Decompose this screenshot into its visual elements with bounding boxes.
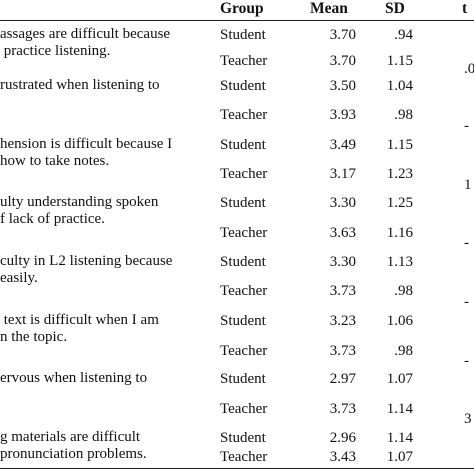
t-cell: 3 [464, 411, 472, 427]
group-cell: Student [220, 195, 266, 211]
sd-cell: 1.14 [386, 401, 413, 417]
group-cell: Student [220, 313, 266, 329]
mean-cell: 3.73 [329, 343, 356, 359]
header-sd: SD [385, 0, 405, 17]
mean-cell: 3.49 [329, 137, 356, 153]
mean-cell: 3.70 [329, 53, 356, 69]
sd-cell: .94 [394, 27, 413, 43]
item-text-line: pronunciation problems. [0, 446, 147, 462]
item-text-line: practice listening. [0, 43, 111, 59]
mean-cell: 3.30 [329, 195, 356, 211]
item-text-line: g materials are difficult [0, 429, 141, 445]
item-text-line: n the topic. [0, 329, 68, 345]
sd-cell: 1.15 [386, 53, 413, 69]
item-text-line: assages are difficult because [0, 26, 171, 42]
item-text-line: ulty understanding spoken [0, 194, 159, 210]
sd-cell: 1.04 [386, 78, 413, 94]
item-text-line: culty in L2 listening because [0, 253, 173, 269]
group-cell: Teacher [220, 225, 268, 241]
mean-cell: 3.93 [329, 107, 356, 123]
group-cell: Teacher [220, 166, 268, 182]
mean-cell: 2.96 [329, 430, 356, 446]
mean-cell: 3.63 [329, 225, 356, 241]
t-cell: 1 [464, 177, 472, 193]
sd-cell: 1.06 [386, 313, 413, 329]
sd-cell: 1.23 [386, 166, 413, 182]
mean-cell: 2.97 [329, 371, 356, 387]
t-cell: - [464, 235, 469, 251]
group-cell: Student [220, 430, 266, 446]
t-cell: .0 [464, 61, 474, 77]
t-cell: - [464, 118, 469, 134]
group-cell: Teacher [220, 107, 268, 123]
group-cell: Teacher [220, 401, 268, 417]
group-cell: Student [220, 137, 266, 153]
mean-cell: 3.70 [329, 27, 356, 43]
t-cell: - [464, 353, 469, 369]
header-group: Group [220, 0, 264, 17]
header-mean: Mean [310, 0, 348, 17]
item-text-line: easily. [0, 270, 38, 286]
bottom-rule [0, 468, 474, 469]
sd-cell: 1.15 [386, 137, 413, 153]
mean-cell: 3.43 [329, 449, 356, 465]
group-cell: Teacher [220, 53, 268, 69]
mean-cell: 3.17 [329, 166, 356, 182]
mean-cell: 3.23 [329, 313, 356, 329]
mean-cell: 3.50 [329, 78, 356, 94]
group-cell: Student [220, 254, 266, 270]
mean-cell: 3.73 [329, 401, 356, 417]
sd-cell: 1.16 [386, 225, 413, 241]
sd-cell: 1.07 [386, 449, 413, 465]
group-cell: Student [220, 78, 266, 94]
group-cell: Student [220, 371, 266, 387]
sd-cell: 1.07 [386, 371, 413, 387]
item-text-line: hension is difficult because I [0, 136, 173, 152]
item-text-line: ervous when listening to [0, 370, 148, 386]
t-cell: - [464, 294, 469, 310]
item-text-line: text is difficult when I am [0, 312, 159, 328]
group-cell: Teacher [220, 343, 268, 359]
group-cell: Teacher [220, 449, 268, 465]
item-text-line: how to take notes. [0, 153, 110, 169]
mean-cell: 3.73 [329, 283, 356, 299]
sd-cell: .98 [394, 283, 413, 299]
sd-cell: 1.14 [386, 430, 413, 446]
sd-cell: 1.25 [386, 195, 413, 211]
header-t: t [462, 0, 468, 17]
item-text-line: f lack of practice. [0, 211, 105, 227]
header-rule [0, 20, 474, 21]
group-cell: Student [220, 27, 266, 43]
item-text-line: rustrated when listening to [0, 77, 160, 93]
mean-cell: 3.30 [329, 254, 356, 270]
sd-cell: .98 [394, 107, 413, 123]
group-cell: Teacher [220, 283, 268, 299]
sd-cell: .98 [394, 343, 413, 359]
sd-cell: 1.13 [386, 254, 413, 270]
